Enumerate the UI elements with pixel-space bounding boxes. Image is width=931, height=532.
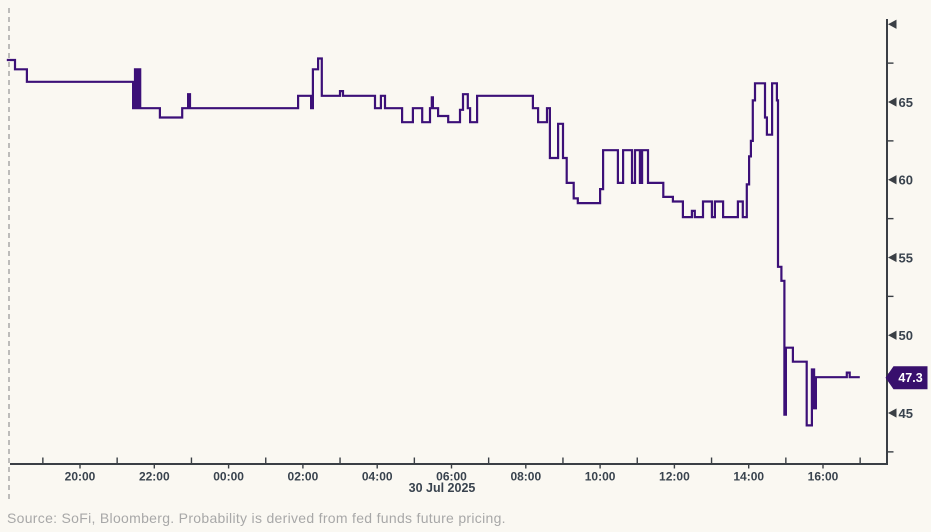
last-value-badge: 47.3 <box>885 366 928 390</box>
y-axis-labels: 65 60 55 50 45 <box>888 19 913 421</box>
x-tick-label: 00:00 <box>213 470 244 484</box>
y-major-tick-arrow <box>888 97 897 107</box>
x-tick-label: 12:00 <box>659 470 690 484</box>
y-major-tick-arrow <box>888 19 897 29</box>
y-tick-label: 65 <box>899 95 913 110</box>
x-tick-label: 10:00 <box>585 470 616 484</box>
last-value-badge-shape <box>885 366 928 390</box>
x-tick-label: 04:00 <box>362 470 393 484</box>
x-axis-date-label: 30 Jul 2025 <box>408 481 476 495</box>
y-major-tick-arrow <box>888 175 897 185</box>
x-tick-label: 06:00 <box>436 470 467 484</box>
axes <box>10 19 894 469</box>
y-major-tick-arrow <box>888 252 897 263</box>
x-tick-label: 08:00 <box>510 470 541 484</box>
y-major-tick-arrow <box>888 330 897 340</box>
x-tick-label: 22:00 <box>139 470 170 484</box>
probability-series-line <box>6 57 860 427</box>
x-axis-labels: 20:00 22:00 00:00 02:00 04:00 06:00 08:00 10:00… <box>65 470 839 484</box>
y-tick-label: 50 <box>899 328 913 343</box>
source-attribution: Source: SoFi, Bloomberg. Probability is … <box>7 510 506 526</box>
x-tick-label: 16:00 <box>808 470 839 484</box>
y-tick-label: 55 <box>899 250 913 265</box>
x-tick-label: 02:00 <box>288 470 319 484</box>
x-tick-label: 14:00 <box>733 470 764 484</box>
x-tick-label: 20:00 <box>65 470 96 484</box>
last-value-label: 47.3 <box>898 371 922 385</box>
y-tick-label: 60 <box>899 173 913 188</box>
y-major-tick-arrow <box>888 408 897 418</box>
y-tick-label: 45 <box>899 406 913 421</box>
